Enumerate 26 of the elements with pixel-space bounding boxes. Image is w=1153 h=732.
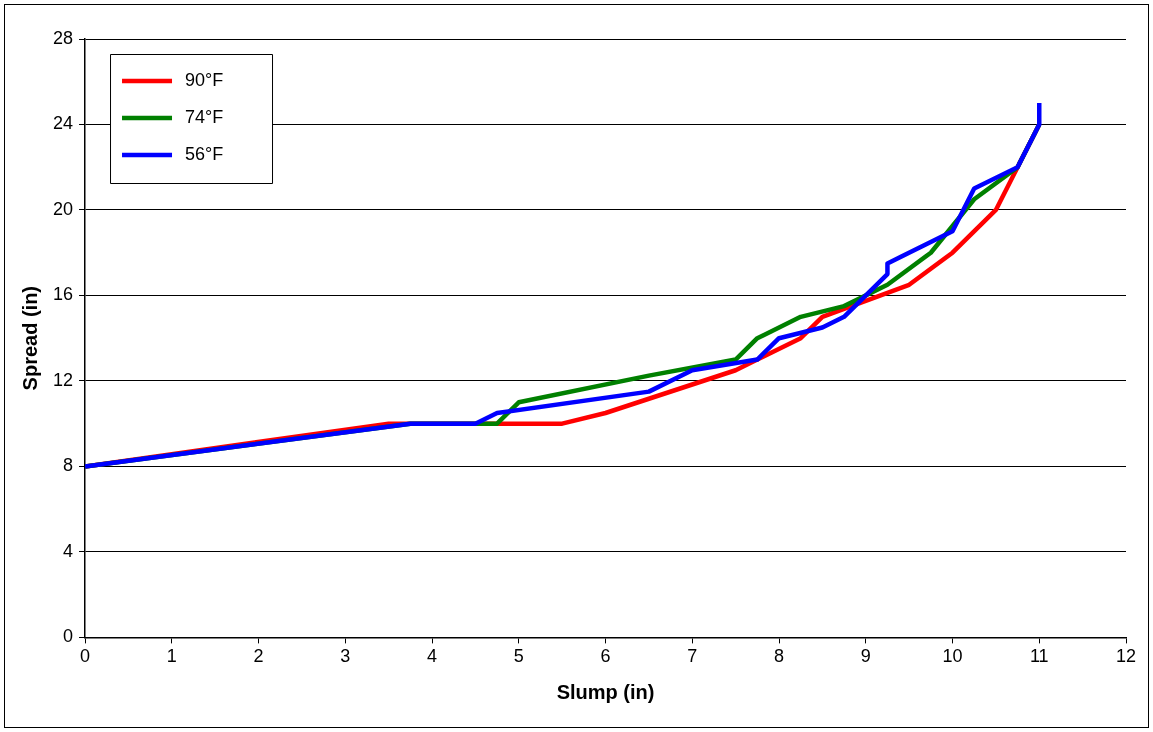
x-tick-label: 10 bbox=[942, 646, 963, 667]
x-tick-label: 7 bbox=[687, 646, 698, 667]
x-tick-label: 11 bbox=[1029, 646, 1049, 667]
y-tick-label: 24 bbox=[52, 113, 74, 134]
x-axis-title: Slump (in) bbox=[556, 680, 655, 703]
y-tick-label: 0 bbox=[63, 626, 74, 647]
y-axis-title: Spread (in) bbox=[18, 285, 41, 391]
legend-label: 56°F bbox=[185, 143, 224, 164]
x-tick-label: 8 bbox=[774, 646, 785, 667]
x-tick-label: 5 bbox=[513, 646, 524, 667]
x-tick-label: 2 bbox=[253, 646, 264, 667]
y-tick-label: 12 bbox=[52, 369, 74, 390]
legend-label: 90°F bbox=[185, 69, 224, 90]
y-tick-label: 20 bbox=[52, 198, 74, 219]
x-tick-label: 9 bbox=[860, 646, 871, 667]
y-tick-label: 16 bbox=[52, 284, 74, 305]
y-tick-label: 4 bbox=[63, 540, 74, 561]
y-tick-label: 28 bbox=[52, 27, 74, 48]
y-tick-label: 8 bbox=[63, 455, 74, 476]
x-tick-label: 3 bbox=[340, 646, 351, 667]
x-tick-label: 1 bbox=[166, 646, 177, 667]
legend-label: 74°F bbox=[185, 106, 224, 127]
x-tick-label: 0 bbox=[80, 646, 91, 667]
x-tick-label: 4 bbox=[427, 646, 438, 667]
x-tick-label: 6 bbox=[600, 646, 611, 667]
x-tick-label: 12 bbox=[1115, 646, 1137, 667]
